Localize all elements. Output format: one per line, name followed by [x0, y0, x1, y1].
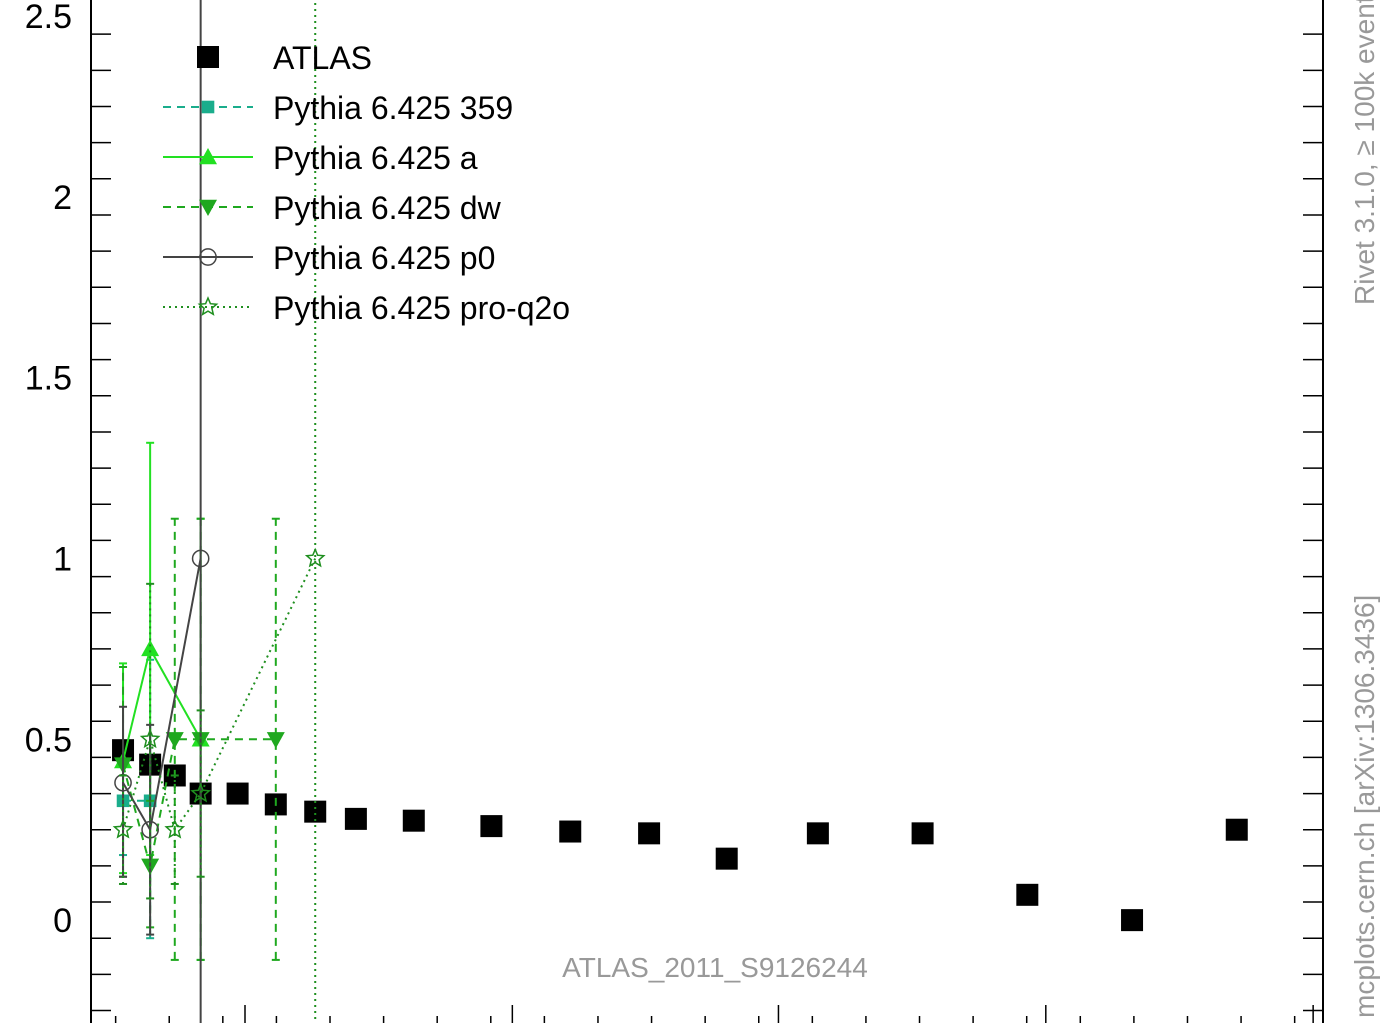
side-label-mcplots: mcplots.cern.ch [arXiv:1306.3436]: [1349, 595, 1380, 1018]
legend-label: Pythia 6.425 pro-q2o: [273, 290, 570, 326]
data-point: [715, 847, 738, 870]
side-label-rivet: Rivet 3.1.0, ≥ 100k events: [1349, 0, 1380, 305]
legend-marker: [197, 46, 219, 68]
series-line: [122, 646, 202, 762]
series-2: [114, 441, 210, 961]
data-point: [226, 782, 249, 805]
data-point: [304, 547, 326, 568]
series-5: [112, 0, 326, 1023]
y-tick-label: 0: [53, 902, 72, 940]
legend-label: Pythia 6.425 dw: [273, 190, 502, 226]
data-point: [402, 809, 425, 832]
data-point: [165, 732, 184, 749]
legend-entry: Pythia 6.425 dw: [163, 190, 502, 226]
legend-marker: [197, 296, 219, 316]
data-point: [1121, 909, 1144, 932]
series-4: [114, 0, 210, 1023]
data-point: [1016, 883, 1039, 906]
legend-marker: [199, 199, 217, 216]
data-point: [806, 822, 829, 845]
data-point: [911, 822, 934, 845]
data-point: [164, 818, 186, 839]
legend-entry: Pythia 6.425 p0: [163, 240, 495, 276]
legend-entry: Pythia 6.425 a: [163, 140, 478, 176]
series-0: [112, 739, 1248, 932]
legend-entry: Pythia 6.425 pro-q2o: [163, 290, 570, 326]
data-point: [141, 639, 160, 657]
y-tick-label: 2.5: [25, 0, 72, 36]
data-point: [190, 782, 212, 803]
series-line: [122, 558, 317, 832]
data-point: [112, 818, 134, 839]
legend-marker: [199, 148, 217, 165]
y-tick-label: 1.5: [25, 360, 72, 398]
data-point: [139, 728, 161, 749]
data-point: [638, 822, 661, 845]
data-point: [480, 815, 503, 838]
legend-marker: [199, 248, 217, 266]
y-tick-label: 2: [53, 179, 72, 217]
legend-entry: ATLAS: [197, 40, 372, 76]
y-tick-label: 0.5: [25, 721, 72, 759]
data-point: [191, 549, 210, 568]
legend-marker: [201, 100, 215, 114]
data-point: [559, 820, 582, 843]
legend-label: Pythia 6.425 359: [273, 90, 513, 126]
data-point: [304, 800, 327, 823]
data-point: [344, 807, 367, 830]
legend-entry: Pythia 6.425 359: [163, 90, 513, 126]
data-point: [266, 732, 285, 749]
analysis-label: ATLAS_2011_S9126244: [562, 952, 868, 983]
legend-label: Pythia 6.425 p0: [273, 240, 495, 276]
series-3: [114, 517, 285, 961]
legend-label: ATLAS: [273, 40, 372, 76]
data-point: [1225, 818, 1248, 841]
series-line: [122, 738, 276, 867]
y-tick-label: 1: [53, 541, 72, 579]
legend-label: Pythia 6.425 a: [273, 140, 478, 176]
